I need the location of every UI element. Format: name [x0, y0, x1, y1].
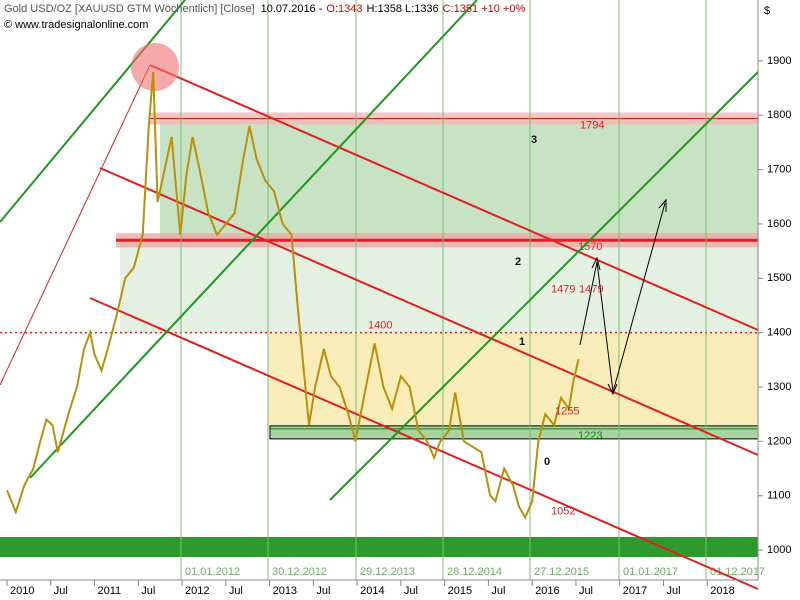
y-tick-label: 1300	[767, 381, 791, 393]
x-tick-label: 2011	[98, 585, 122, 597]
marker-label: 01.01.2017	[623, 566, 678, 578]
forecast-path	[579, 202, 666, 393]
marker-label: 30.12.2012	[272, 566, 327, 578]
level-label: 1570	[578, 241, 602, 253]
x-tick-label: Jul	[141, 585, 155, 597]
x-tick-label: Jul	[316, 585, 330, 597]
zone	[160, 118, 758, 241]
y-tick-label: 1100	[767, 490, 791, 502]
x-tick-label: Jul	[54, 585, 68, 597]
marker-label: 28.12.2014	[447, 566, 502, 578]
trend-line	[89, 297, 759, 590]
date: 10.07.2016 -	[261, 3, 323, 15]
y-tick-label: 1900	[767, 55, 791, 67]
level-label: 1223	[578, 430, 602, 442]
y-tick-label: 1500	[767, 272, 791, 284]
level-label: 1794	[580, 119, 604, 131]
close: C:1351 +10 +0%	[443, 3, 526, 15]
price-line	[6, 71, 580, 520]
level-label: 1400	[368, 320, 392, 332]
x-tick-label: 2016	[535, 585, 559, 597]
zone-label: 1	[519, 336, 525, 348]
x-tick-label: 2015	[448, 585, 472, 597]
y-tick-label: 1400	[767, 327, 791, 339]
x-tick-label: Jul	[404, 585, 418, 597]
marker-label: 01.01.2012	[185, 566, 240, 578]
y-tick-label: 1600	[767, 218, 791, 230]
trend-line	[0, 64, 151, 386]
support-bar	[0, 537, 758, 557]
level-band	[269, 425, 759, 440]
zone-label: 2	[515, 256, 521, 268]
price-label: 1479	[579, 284, 603, 296]
x-tick-label: 2013	[273, 585, 297, 597]
y-tick-label: 1800	[767, 109, 791, 121]
x-tick-label: 2018	[710, 585, 734, 597]
zone	[120, 240, 758, 333]
header: Gold USD/OZ [XAUUSD GTM Wöchentlich] [Cl…	[4, 3, 525, 15]
trend-line	[149, 64, 759, 331]
peak-marker	[131, 43, 179, 91]
x-tick-label: 2012	[185, 585, 209, 597]
trend-line	[0, 0, 186, 223]
high-low: H:1358 L:1336	[367, 3, 439, 15]
price-label: 1052	[551, 506, 575, 518]
x-tick-label: Jul	[491, 585, 505, 597]
x-tick-label: Jul	[666, 585, 680, 597]
date-markers: 01.01.2012 30.12.2012 29.12.2013 28.12.2014…	[180, 0, 765, 580]
x-tick-label: 2010	[10, 585, 34, 597]
price-label: 1479	[551, 284, 575, 296]
y-tick-label: 1700	[767, 164, 791, 176]
x-tick-label: 2017	[623, 585, 647, 597]
x-tick-label: Jul	[579, 585, 593, 597]
zone-label: 0	[544, 456, 550, 468]
marker-label: 29.12.2013	[360, 566, 415, 578]
trend-line	[329, 71, 759, 501]
currency: $	[764, 5, 770, 17]
source: © www.tradesignalonline.com	[4, 19, 148, 31]
trend-lines	[0, 0, 759, 590]
price-label: 1255	[555, 405, 579, 417]
y-tick-label: 1000	[767, 544, 791, 556]
x-tick-label: 2014	[360, 585, 384, 597]
zone-label: 3	[531, 134, 537, 146]
marker-label: 27.12.2015	[534, 566, 589, 578]
trend-line	[29, 0, 478, 479]
y-tick-label: 1200	[767, 435, 791, 447]
open: O:1343	[326, 3, 362, 15]
instrument: Gold USD/OZ [XAUUSD GTM Wöchentlich] [Cl…	[4, 3, 255, 15]
arrow-heads	[591, 198, 667, 396]
x-tick-label: Jul	[229, 585, 243, 597]
